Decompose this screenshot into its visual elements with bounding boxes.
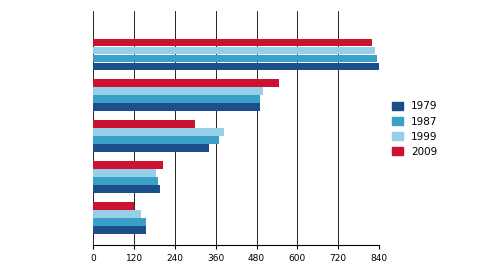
Bar xyxy=(93,161,163,169)
Bar xyxy=(93,169,156,177)
Bar xyxy=(93,95,260,103)
Bar xyxy=(93,55,377,62)
Bar xyxy=(93,80,278,87)
Bar xyxy=(93,218,146,226)
Bar xyxy=(93,177,158,185)
Bar xyxy=(93,202,134,210)
Bar xyxy=(93,63,379,70)
Bar xyxy=(93,88,263,95)
Legend: 1979, 1987, 1999, 2009: 1979, 1987, 1999, 2009 xyxy=(389,98,440,160)
Bar xyxy=(93,210,141,218)
Bar xyxy=(93,136,219,144)
Bar xyxy=(93,120,195,128)
Bar xyxy=(93,128,224,136)
Bar xyxy=(93,103,260,111)
Bar xyxy=(93,185,160,193)
Bar xyxy=(93,144,209,152)
Bar xyxy=(93,226,146,234)
Bar xyxy=(93,47,375,54)
Bar xyxy=(93,39,372,46)
